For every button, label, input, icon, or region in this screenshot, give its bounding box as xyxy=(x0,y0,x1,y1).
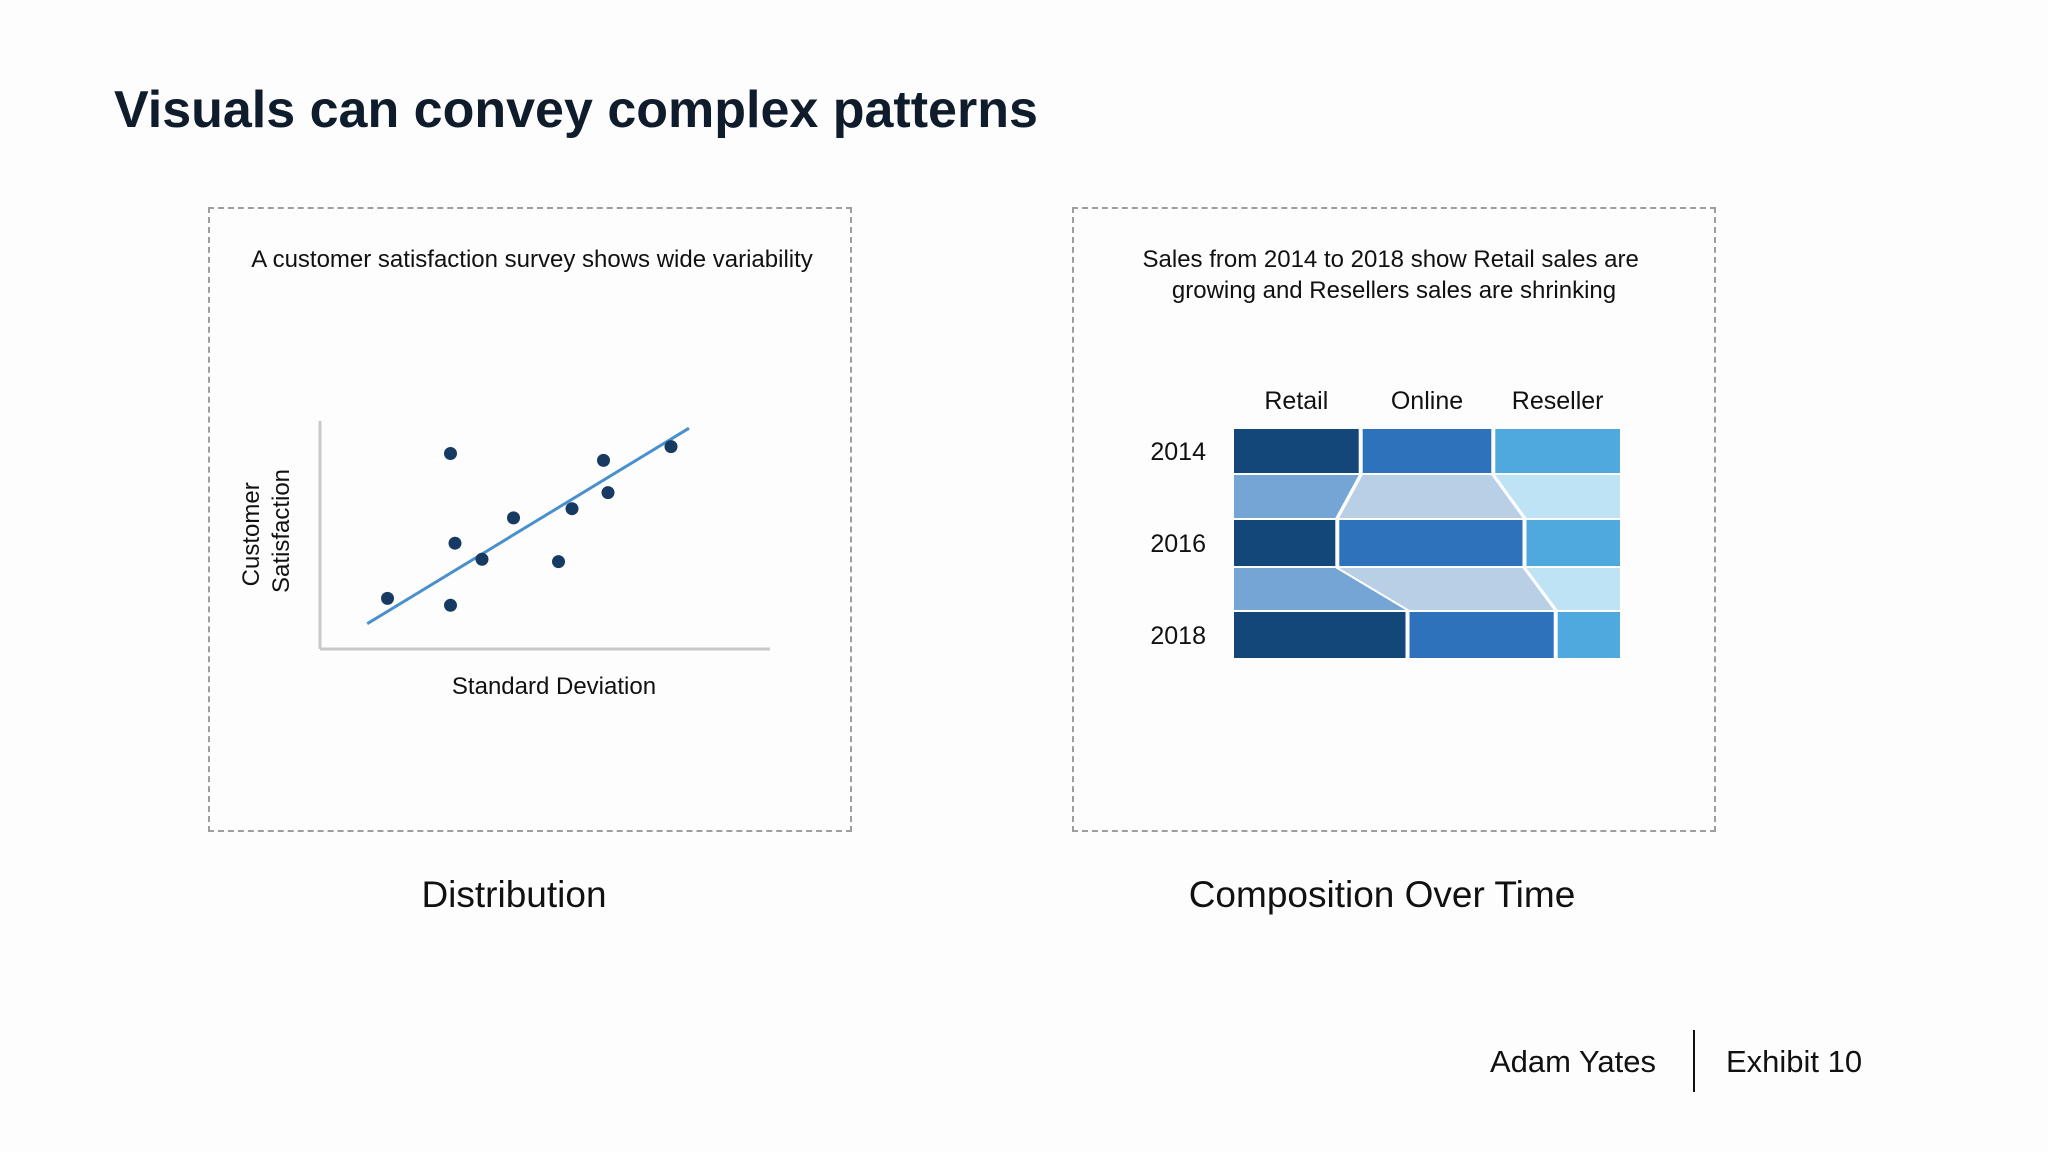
bar-segment-online xyxy=(1339,520,1523,566)
scatter-point xyxy=(381,591,394,605)
bar-segment-reseller xyxy=(1526,520,1620,566)
flow-online xyxy=(1339,475,1523,518)
bar-segment-online xyxy=(1409,612,1554,658)
marimekko-title-line-1: Sales from 2014 to 2018 show Retail sale… xyxy=(1143,246,1639,273)
flow-online xyxy=(1339,568,1554,610)
bar-segment-retail xyxy=(1234,429,1359,473)
bar-segment-retail xyxy=(1234,520,1336,566)
scatter-chart-title: A customer satisfaction survey shows wid… xyxy=(251,246,813,273)
composition-panel: Sales from 2014 to 2018 show Retail sale… xyxy=(1072,207,1716,832)
flow-retail xyxy=(1234,475,1359,518)
distribution-panel: A customer satisfaction survey shows wid… xyxy=(208,207,852,832)
footer-divider xyxy=(1693,1030,1695,1092)
scatter-point xyxy=(475,552,489,566)
composition-caption: Composition Over Time xyxy=(1188,874,1576,915)
scatter-point xyxy=(565,502,579,516)
marimekko-chart: Sales from 2014 to 2018 show Retail sale… xyxy=(1143,246,1646,658)
series-header-reseller: Reseller xyxy=(1512,387,1604,415)
category-label: 2016 xyxy=(1150,530,1206,558)
scatter-point xyxy=(601,486,615,500)
series-header-online: Online xyxy=(1391,387,1463,415)
bar-segment-reseller xyxy=(1557,612,1620,658)
flow-retail xyxy=(1234,568,1406,610)
bar-segment-online xyxy=(1362,429,1492,473)
slide-title: Visuals can convey complex patterns xyxy=(114,81,1038,139)
scatter-point xyxy=(444,598,457,612)
category-label: 2018 xyxy=(1150,622,1206,650)
marimekko-chart-title: Sales from 2014 to 2018 show Retail sale… xyxy=(1143,246,1646,304)
series-header-retail: Retail xyxy=(1264,387,1328,415)
distribution-caption: Distribution xyxy=(421,874,607,915)
scatter-point xyxy=(444,447,457,460)
scatter-point xyxy=(448,536,462,550)
scatter-point xyxy=(597,453,610,467)
flow-reseller xyxy=(1526,568,1620,610)
marimekko-title-line-2: growing and Resellers sales are shrinkin… xyxy=(1172,277,1616,304)
scatter-point xyxy=(507,511,520,525)
scatter-trendline xyxy=(366,426,690,625)
scatter-point xyxy=(664,440,678,454)
scatter-y-axis-label: Customer Satisfaction xyxy=(238,469,295,593)
scatter-x-axis-label: Standard Deviation xyxy=(452,673,656,700)
bar-segment-reseller xyxy=(1495,429,1620,473)
scatter-chart: A customer satisfaction survey shows wid… xyxy=(238,246,813,700)
footer-author: Adam Yates xyxy=(1490,1044,1657,1079)
scatter-point xyxy=(552,555,565,569)
scatter-y-axis-label-line-1: Customer xyxy=(238,482,265,586)
bar-segment-retail xyxy=(1234,612,1406,658)
scatter-y-axis-label-line-2: Satisfaction xyxy=(268,469,295,593)
footer-exhibit: Exhibit 10 xyxy=(1726,1044,1863,1079)
flow-reseller xyxy=(1495,475,1620,518)
category-label: 2014 xyxy=(1150,438,1206,466)
